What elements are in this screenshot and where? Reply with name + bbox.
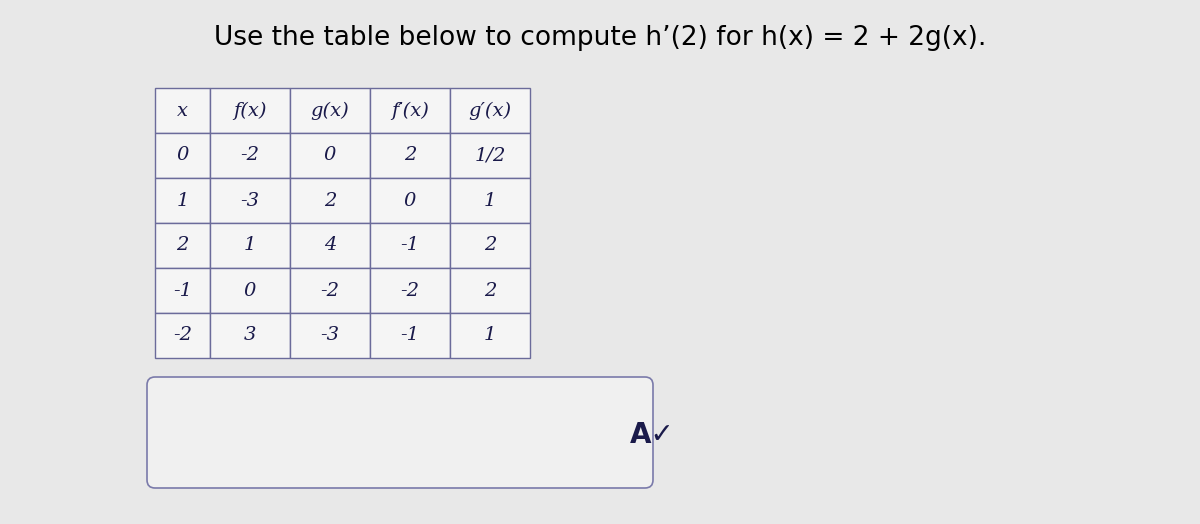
Bar: [290, 268, 370, 313]
Bar: [370, 178, 450, 223]
Bar: [290, 178, 370, 223]
Bar: [210, 88, 290, 133]
Bar: [450, 88, 530, 133]
Bar: [290, 133, 370, 178]
Bar: [155, 313, 210, 358]
Bar: [155, 133, 210, 178]
Bar: [370, 268, 450, 313]
Bar: [210, 223, 290, 268]
Text: -2: -2: [401, 281, 420, 300]
Bar: [155, 223, 210, 268]
Text: -2: -2: [320, 281, 340, 300]
Text: -2: -2: [173, 326, 192, 344]
Bar: [370, 313, 450, 358]
Text: 1: 1: [484, 191, 496, 210]
Bar: [290, 313, 370, 358]
Text: -1: -1: [401, 326, 420, 344]
Bar: [210, 268, 290, 313]
Text: 1: 1: [176, 191, 188, 210]
Text: 1: 1: [244, 236, 256, 255]
Bar: [210, 133, 290, 178]
Text: g(x): g(x): [311, 101, 349, 119]
Bar: [370, 223, 450, 268]
Text: 0: 0: [324, 147, 336, 165]
Bar: [290, 223, 370, 268]
Bar: [450, 133, 530, 178]
Text: f(x): f(x): [233, 101, 266, 119]
Bar: [210, 313, 290, 358]
Bar: [155, 178, 210, 223]
Text: -1: -1: [401, 236, 420, 255]
Text: 1: 1: [484, 326, 496, 344]
Bar: [370, 133, 450, 178]
Text: 1/2: 1/2: [474, 147, 505, 165]
Bar: [450, 268, 530, 313]
Text: -1: -1: [173, 281, 192, 300]
Bar: [450, 313, 530, 358]
Text: 4: 4: [324, 236, 336, 255]
Bar: [155, 88, 210, 133]
Bar: [450, 178, 530, 223]
Text: -3: -3: [320, 326, 340, 344]
Text: -3: -3: [240, 191, 259, 210]
Bar: [155, 268, 210, 313]
Text: g′(x): g′(x): [468, 101, 511, 119]
Text: 2: 2: [484, 236, 496, 255]
Text: 0: 0: [244, 281, 256, 300]
Text: 0: 0: [176, 147, 188, 165]
FancyBboxPatch shape: [148, 377, 653, 488]
Text: 2: 2: [484, 281, 496, 300]
Text: Use the table below to compute h’(2) for h(x) = 2 + 2g(x).: Use the table below to compute h’(2) for…: [214, 25, 986, 51]
Bar: [450, 223, 530, 268]
Text: f′(x): f′(x): [391, 101, 428, 119]
Text: x: x: [178, 102, 188, 119]
Bar: [210, 178, 290, 223]
Bar: [290, 88, 370, 133]
Text: A✓: A✓: [630, 421, 674, 449]
Text: 0: 0: [404, 191, 416, 210]
Text: 2: 2: [324, 191, 336, 210]
Text: -2: -2: [240, 147, 259, 165]
Bar: [370, 88, 450, 133]
Text: 2: 2: [404, 147, 416, 165]
Text: 2: 2: [176, 236, 188, 255]
Text: 3: 3: [244, 326, 256, 344]
